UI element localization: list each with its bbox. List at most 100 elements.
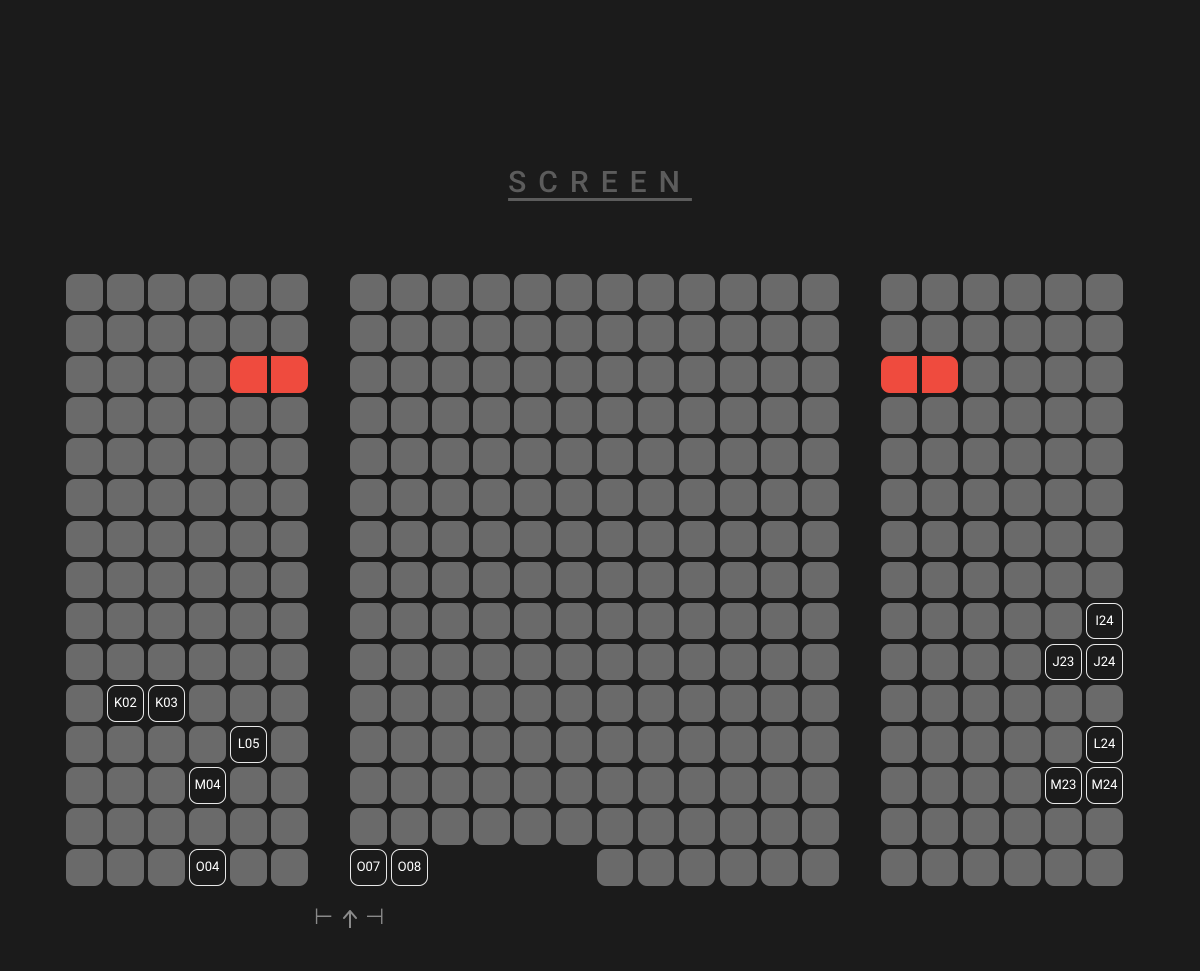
seat-F03[interactable] (148, 479, 185, 516)
seat-D12[interactable] (556, 397, 593, 434)
seat-J22[interactable] (1004, 644, 1041, 681)
seat-G01[interactable] (66, 521, 103, 558)
seat-H23[interactable] (1045, 562, 1082, 599)
seat-E15[interactable] (679, 438, 716, 475)
seat-D17[interactable] (761, 397, 798, 434)
seat-H20[interactable] (922, 562, 959, 599)
seat-H06[interactable] (271, 562, 308, 599)
seat-G03[interactable] (148, 521, 185, 558)
seat-O01[interactable] (66, 849, 103, 886)
seat-O05[interactable] (230, 849, 267, 886)
seat-I03[interactable] (148, 603, 185, 640)
seat-C07[interactable] (350, 356, 387, 393)
seat-A18[interactable] (802, 274, 839, 311)
seat-L01[interactable] (66, 726, 103, 763)
seat-C18[interactable] (802, 356, 839, 393)
seat-I18[interactable] (802, 603, 839, 640)
seat-N08[interactable] (391, 808, 428, 845)
seat-C02[interactable] (107, 356, 144, 393)
seat-I07[interactable] (350, 603, 387, 640)
seat-E11[interactable] (514, 438, 551, 475)
seat-H09[interactable] (432, 562, 469, 599)
seat-H19[interactable] (881, 562, 918, 599)
seat-K08[interactable] (391, 685, 428, 722)
seat-F07[interactable] (350, 479, 387, 516)
seat-G07[interactable] (350, 521, 387, 558)
seat-O16[interactable] (720, 849, 757, 886)
seat-K15[interactable] (679, 685, 716, 722)
seat-D16[interactable] (720, 397, 757, 434)
seat-M08[interactable] (391, 767, 428, 804)
seat-A02[interactable] (107, 274, 144, 311)
seat-E18[interactable] (802, 438, 839, 475)
seat-E22[interactable] (1004, 438, 1041, 475)
seat-O13[interactable] (597, 849, 634, 886)
seat-D20[interactable] (922, 397, 959, 434)
seat-K23[interactable] (1045, 685, 1082, 722)
seat-G19[interactable] (881, 521, 918, 558)
seat-K24[interactable] (1086, 685, 1123, 722)
seat-N03[interactable] (148, 808, 185, 845)
seat-A21[interactable] (963, 274, 1000, 311)
seat-C03[interactable] (148, 356, 185, 393)
seat-G09[interactable] (432, 521, 469, 558)
seat-J12[interactable] (556, 644, 593, 681)
seat-C10[interactable] (473, 356, 510, 393)
seat-K13[interactable] (597, 685, 634, 722)
seat-F21[interactable] (963, 479, 1000, 516)
seat-A05[interactable] (230, 274, 267, 311)
seat-G10[interactable] (473, 521, 510, 558)
seat-N24[interactable] (1086, 808, 1123, 845)
seat-G02[interactable] (107, 521, 144, 558)
seat-D06[interactable] (271, 397, 308, 434)
seat-N06[interactable] (271, 808, 308, 845)
seat-C14[interactable] (638, 356, 675, 393)
seat-D18[interactable] (802, 397, 839, 434)
seat-D13[interactable] (597, 397, 634, 434)
seat-N11[interactable] (514, 808, 551, 845)
seat-G05[interactable] (230, 521, 267, 558)
seat-J15[interactable] (679, 644, 716, 681)
seat-L17[interactable] (761, 726, 798, 763)
seat-I11[interactable] (514, 603, 551, 640)
seat-E02[interactable] (107, 438, 144, 475)
seat-D24[interactable] (1086, 397, 1123, 434)
seat-L12[interactable] (556, 726, 593, 763)
seat-B10[interactable] (473, 315, 510, 352)
seat-C08[interactable] (391, 356, 428, 393)
seat-O04[interactable]: O04 (189, 849, 226, 886)
seat-F09[interactable] (432, 479, 469, 516)
seat-I05[interactable] (230, 603, 267, 640)
seat-H21[interactable] (963, 562, 1000, 599)
seat-C20[interactable] (922, 356, 959, 393)
seat-J04[interactable] (189, 644, 226, 681)
seat-A14[interactable] (638, 274, 675, 311)
seat-E19[interactable] (881, 438, 918, 475)
seat-D07[interactable] (350, 397, 387, 434)
seat-H24[interactable] (1086, 562, 1123, 599)
seat-I16[interactable] (720, 603, 757, 640)
seat-F19[interactable] (881, 479, 918, 516)
seat-E17[interactable] (761, 438, 798, 475)
seat-B08[interactable] (391, 315, 428, 352)
seat-M01[interactable] (66, 767, 103, 804)
seat-E13[interactable] (597, 438, 634, 475)
seat-H11[interactable] (514, 562, 551, 599)
seat-J19[interactable] (881, 644, 918, 681)
seat-F11[interactable] (514, 479, 551, 516)
seat-H01[interactable] (66, 562, 103, 599)
seat-O15[interactable] (679, 849, 716, 886)
seat-K10[interactable] (473, 685, 510, 722)
seat-K03[interactable]: K03 (148, 685, 185, 722)
seat-I13[interactable] (597, 603, 634, 640)
seat-B11[interactable] (514, 315, 551, 352)
seat-K04[interactable] (189, 685, 226, 722)
seat-N05[interactable] (230, 808, 267, 845)
seat-M09[interactable] (432, 767, 469, 804)
seat-O06[interactable] (271, 849, 308, 886)
seat-F13[interactable] (597, 479, 634, 516)
seat-N22[interactable] (1004, 808, 1041, 845)
seat-C19[interactable] (881, 356, 918, 393)
seat-I24[interactable]: I24 (1086, 603, 1123, 640)
seat-F02[interactable] (107, 479, 144, 516)
